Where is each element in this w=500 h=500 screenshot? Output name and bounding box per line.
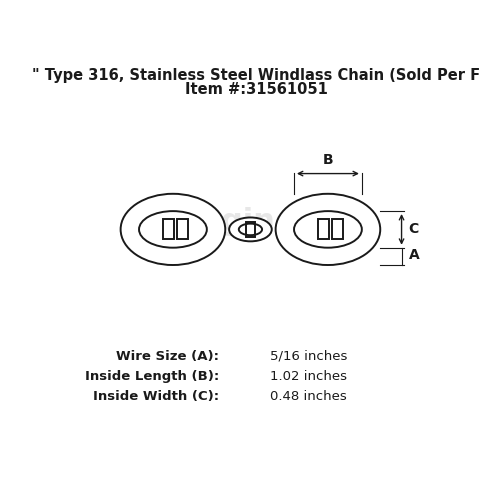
Text: A: A xyxy=(408,248,420,262)
Bar xyxy=(332,220,343,240)
Bar xyxy=(177,220,188,240)
Text: Wire Size (A):: Wire Size (A): xyxy=(116,350,220,363)
Ellipse shape xyxy=(294,211,362,248)
Bar xyxy=(163,220,174,240)
Ellipse shape xyxy=(139,211,207,248)
Text: Item #:31561051: Item #:31561051 xyxy=(185,82,328,98)
Bar xyxy=(318,220,329,240)
Text: C: C xyxy=(408,222,419,236)
Text: " Type 316, Stainless Steel Windlass Chain (Sold Per F: " Type 316, Stainless Steel Windlass Cha… xyxy=(32,68,480,84)
Text: Inside Width (C):: Inside Width (C): xyxy=(94,390,220,403)
Ellipse shape xyxy=(229,218,272,242)
Ellipse shape xyxy=(120,194,225,265)
Text: 1.02 inches: 1.02 inches xyxy=(270,370,347,383)
Ellipse shape xyxy=(276,194,380,265)
Text: B: B xyxy=(322,152,333,166)
Bar xyxy=(246,222,254,236)
Ellipse shape xyxy=(239,224,262,235)
Text: 5/16 inches: 5/16 inches xyxy=(270,350,347,363)
Text: Inside Length (B):: Inside Length (B): xyxy=(85,370,220,383)
Text: 0.48 inches: 0.48 inches xyxy=(270,390,346,403)
Text: e-Rigging.com: e-Rigging.com xyxy=(133,207,380,236)
